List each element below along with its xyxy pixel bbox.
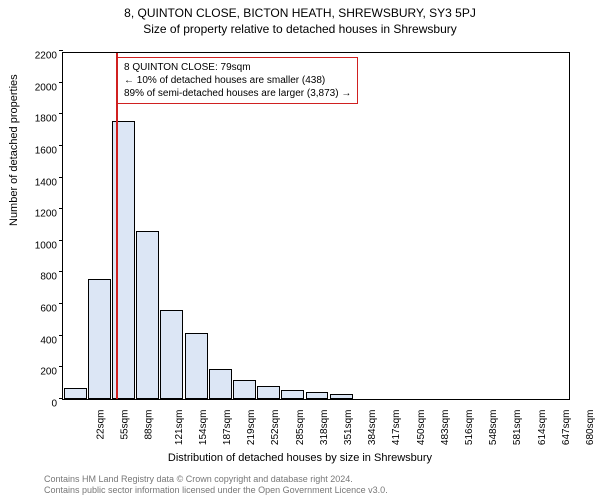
- x-tick-label: 417sqm: [391, 410, 402, 446]
- x-tick-label: 22sqm: [96, 410, 107, 440]
- y-tick-mark: [59, 50, 63, 51]
- y-tick-label: 2000: [35, 82, 57, 93]
- histogram-bar: [185, 333, 208, 399]
- x-tick-label: 55sqm: [120, 410, 131, 440]
- y-tick-mark: [59, 177, 63, 178]
- y-tick-label: 1400: [35, 177, 57, 188]
- x-tick-label: 219sqm: [246, 410, 257, 446]
- x-tick-label: 351sqm: [343, 410, 354, 446]
- x-tick-label: 680sqm: [585, 410, 596, 446]
- x-tick-label: 647sqm: [561, 410, 572, 446]
- x-tick-label: 252sqm: [271, 410, 282, 446]
- credits: Contains HM Land Registry data © Crown c…: [44, 474, 388, 496]
- histogram-bar: [257, 386, 280, 399]
- y-tick-label: 200: [40, 367, 57, 378]
- x-tick-label: 450sqm: [416, 410, 427, 446]
- y-tick-label: 1800: [35, 114, 57, 125]
- histogram-bar: [64, 388, 87, 399]
- histogram-bar: [136, 231, 159, 399]
- annotation-line: 89% of semi-detached houses are larger (…: [124, 87, 351, 100]
- y-tick-mark: [59, 303, 63, 304]
- y-tick-mark: [59, 145, 63, 146]
- x-tick-label: 483sqm: [440, 410, 451, 446]
- y-tick-label: 0: [51, 399, 57, 410]
- credits-line1: Contains HM Land Registry data © Crown c…: [44, 474, 388, 485]
- histogram-bar: [281, 390, 304, 399]
- x-axis-label: Distribution of detached houses by size …: [0, 452, 600, 464]
- x-tick-label: 187sqm: [222, 410, 233, 446]
- x-tick-label: 121sqm: [174, 410, 185, 446]
- annotation-box: 8 QUINTON CLOSE: 79sqm← 10% of detached …: [117, 57, 358, 104]
- histogram-bar: [209, 369, 232, 399]
- x-tick-label: 614sqm: [537, 410, 548, 446]
- y-tick-mark: [59, 208, 63, 209]
- histogram-bar: [233, 380, 256, 399]
- y-tick-mark: [59, 240, 63, 241]
- y-tick-mark: [59, 335, 63, 336]
- histogram-bar: [160, 310, 183, 399]
- histogram-chart: 0200400600800100012001400160018002000220…: [62, 52, 570, 400]
- y-tick-mark: [59, 113, 63, 114]
- x-tick-label: 581sqm: [512, 410, 523, 446]
- y-tick-mark: [59, 271, 63, 272]
- histogram-bar: [306, 392, 329, 399]
- y-tick-label: 1000: [35, 240, 57, 251]
- y-tick-label: 2200: [35, 51, 57, 62]
- x-tick-label: 154sqm: [198, 410, 209, 446]
- annotation-line: ← 10% of detached houses are smaller (43…: [124, 74, 351, 87]
- x-tick-label: 285sqm: [295, 410, 306, 446]
- y-tick-label: 1600: [35, 145, 57, 156]
- histogram-bar: [330, 394, 353, 399]
- property-marker-line: [116, 53, 118, 399]
- x-tick-label: 548sqm: [488, 410, 499, 446]
- y-tick-mark: [59, 398, 63, 399]
- credits-line2: Contains public sector information licen…: [44, 485, 388, 496]
- histogram-bar: [88, 279, 111, 399]
- x-tick-label: 318sqm: [319, 410, 330, 446]
- x-tick-label: 88sqm: [144, 410, 155, 440]
- y-tick-label: 400: [40, 335, 57, 346]
- y-tick-label: 600: [40, 304, 57, 315]
- annotation-line: 8 QUINTON CLOSE: 79sqm: [124, 61, 351, 74]
- y-tick-mark: [59, 366, 63, 367]
- page-title: 8, QUINTON CLOSE, BICTON HEATH, SHREWSBU…: [0, 0, 600, 20]
- x-tick-label: 384sqm: [367, 410, 378, 446]
- y-axis-label: Number of detached properties: [8, 74, 20, 226]
- x-tick-label: 516sqm: [464, 410, 475, 446]
- y-tick-label: 1200: [35, 209, 57, 220]
- y-tick-label: 800: [40, 272, 57, 283]
- page-subtitle: Size of property relative to detached ho…: [0, 20, 600, 36]
- y-tick-mark: [59, 82, 63, 83]
